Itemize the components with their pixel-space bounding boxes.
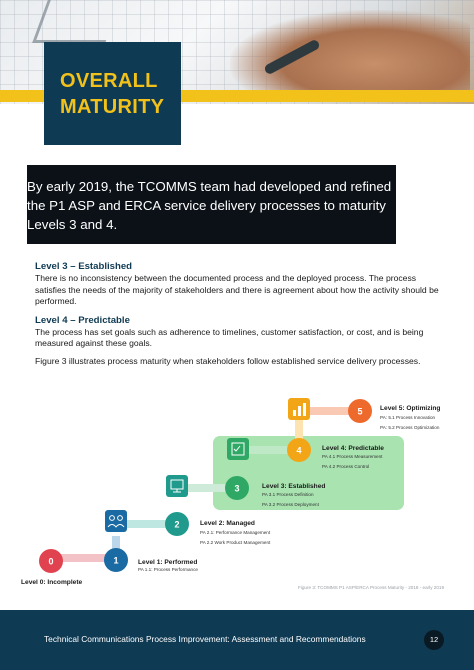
section-body-level-4: The process has set goals such as adhere…: [35, 326, 424, 349]
section-heading-level-3: Level 3 – Established: [35, 261, 133, 272]
footer-text: Technical Communications Process Improve…: [44, 634, 366, 644]
level-2-circle: 2: [165, 512, 189, 536]
level-5-item-1: PA: 5.1 Process Innovation: [380, 415, 436, 420]
intro-text: By early 2019, the TCOMMS team had devel…: [27, 179, 392, 232]
figure-caption: Figure 3: TCOMMS P1 ASP/ERCA Process Mat…: [298, 585, 444, 590]
level-5-item-2: PA: 5.2 Process Optimization: [380, 425, 440, 430]
title-line-1: OVERALL: [60, 70, 158, 92]
connector-3-4: [237, 446, 299, 454]
level-3-circle: 3: [225, 476, 249, 500]
connector-2-3: [177, 484, 237, 492]
level-3-item-2: PA 3.2 Process Deployment: [262, 502, 320, 507]
page-footer: Technical Communications Process Improve…: [0, 610, 474, 670]
section-body-level-3: There is no inconsistency between the do…: [35, 273, 439, 307]
title-line-2: MATURITY: [60, 96, 165, 118]
body-content: Level 3 – Established There is no incons…: [35, 260, 447, 374]
figure-intro: Figure 3 illustrates process maturity wh…: [35, 355, 421, 366]
level-5-number: 5: [357, 407, 362, 417]
level-3-title: Level 3: Established: [262, 483, 325, 490]
level-0-circle: 0: [39, 549, 63, 573]
level-3-number: 3: [234, 484, 239, 494]
level-5-title: Level 5: Optimizing: [380, 405, 440, 412]
hand-shape: [230, 10, 470, 100]
page-title: OVERALL MATURITY: [44, 42, 181, 145]
people-icon: [105, 510, 127, 532]
section-heading-level-4: Level 4 – Predictable: [35, 314, 130, 326]
intro-banner: By early 2019, the TCOMMS team had devel…: [27, 165, 396, 244]
level-4-item-1: PA 4.1 Process Measurement: [322, 454, 383, 459]
level-0-number: 0: [48, 557, 53, 567]
level-2-item-1: PA 2.1: Performance Management: [200, 530, 271, 535]
level-2-item-2: PA 2.2 Work Product Management: [200, 540, 271, 545]
level-0-title: Level 0: Incomplete: [21, 579, 83, 586]
level-2-title: Level 2: Managed: [200, 520, 255, 527]
connector-0-1: [50, 554, 116, 562]
page-number: 12: [424, 630, 444, 650]
checklist-icon: [227, 438, 249, 460]
connector-1-2: [116, 520, 177, 528]
chart-icon: [288, 398, 310, 420]
connector-4-5: [299, 407, 360, 415]
level-4-circle: 4: [287, 438, 311, 462]
level-1-circle: 1: [104, 548, 128, 572]
level-2-number: 2: [174, 520, 179, 530]
drafting-tool-icon: [32, 0, 121, 43]
highlight-region: [213, 436, 404, 510]
level-3-item-1: PA 3.1 Process Definition: [262, 492, 314, 497]
monitor-icon: [166, 475, 188, 497]
level-4-title: Level 4: Predictable: [322, 445, 384, 452]
level-5-circle: 5: [348, 399, 372, 423]
level-1-number: 1: [113, 556, 118, 566]
level-1-title: Level 1: Performed: [138, 559, 197, 566]
level-4-item-2: PA 4.2 Process Control: [322, 464, 369, 469]
connector-1-up: [112, 536, 120, 558]
connector-4-up: [295, 418, 303, 450]
level-4-number: 4: [296, 446, 301, 456]
level-1-item-1: PA 1.1: Process Performance: [138, 567, 198, 572]
maturity-diagram: 0 1 2 3 4 5 Level 0: Incomplete Level 1:…: [21, 398, 440, 586]
